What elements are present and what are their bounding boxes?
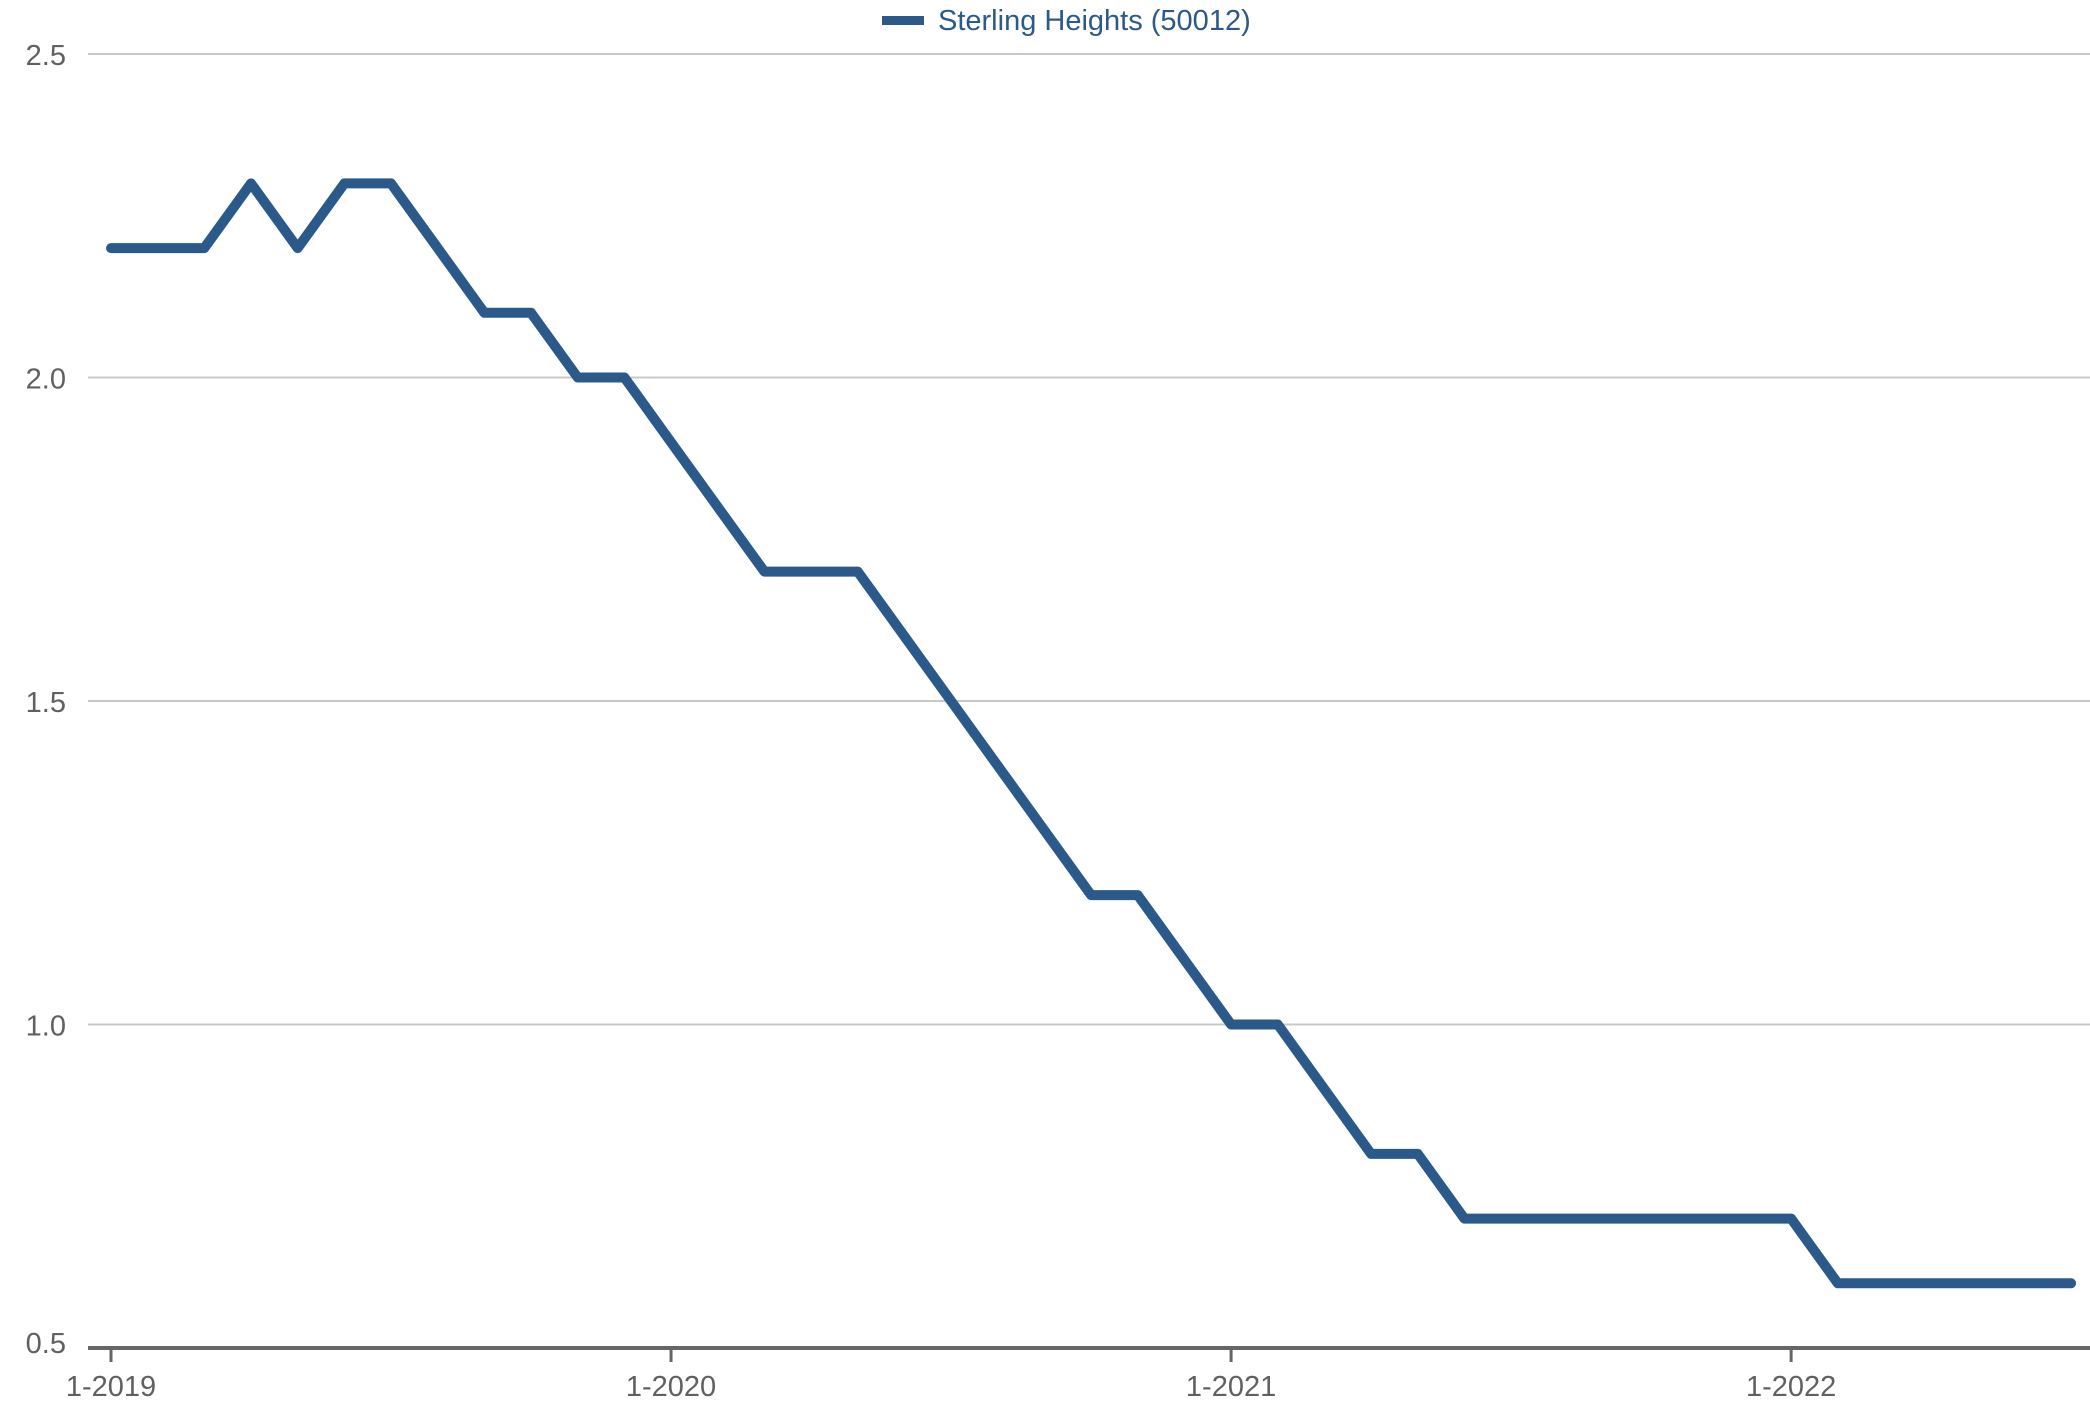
legend[interactable]: Sterling Heights (50012) [882,5,1251,37]
legend-label: Sterling Heights (50012) [938,5,1251,37]
x-axis-ticks: 1-2019 1-2020 1-2021 1-2022 [66,1348,1836,1403]
series-lines [106,178,2077,1289]
y-tick-label: 1.0 [26,1011,66,1043]
y-axis-ticks: 2.5 2.0 1.5 1.0 0.5 [26,40,66,1360]
x-tick-label: 1-2022 [1746,1371,1836,1403]
y-tick-label: 0.5 [26,1328,66,1360]
x-tick-label: 1-2021 [1186,1371,1276,1403]
gridlines [88,53,2090,1026]
y-tick-label: 2.5 [26,40,66,72]
x-tick-label: 1-2019 [66,1371,156,1403]
y-tick-label: 1.5 [26,687,66,719]
y-tick-label: 2.0 [26,364,66,396]
legend-swatch [882,16,924,25]
series-line[interactable] [106,178,2077,1289]
x-tick-label: 1-2020 [626,1371,716,1403]
